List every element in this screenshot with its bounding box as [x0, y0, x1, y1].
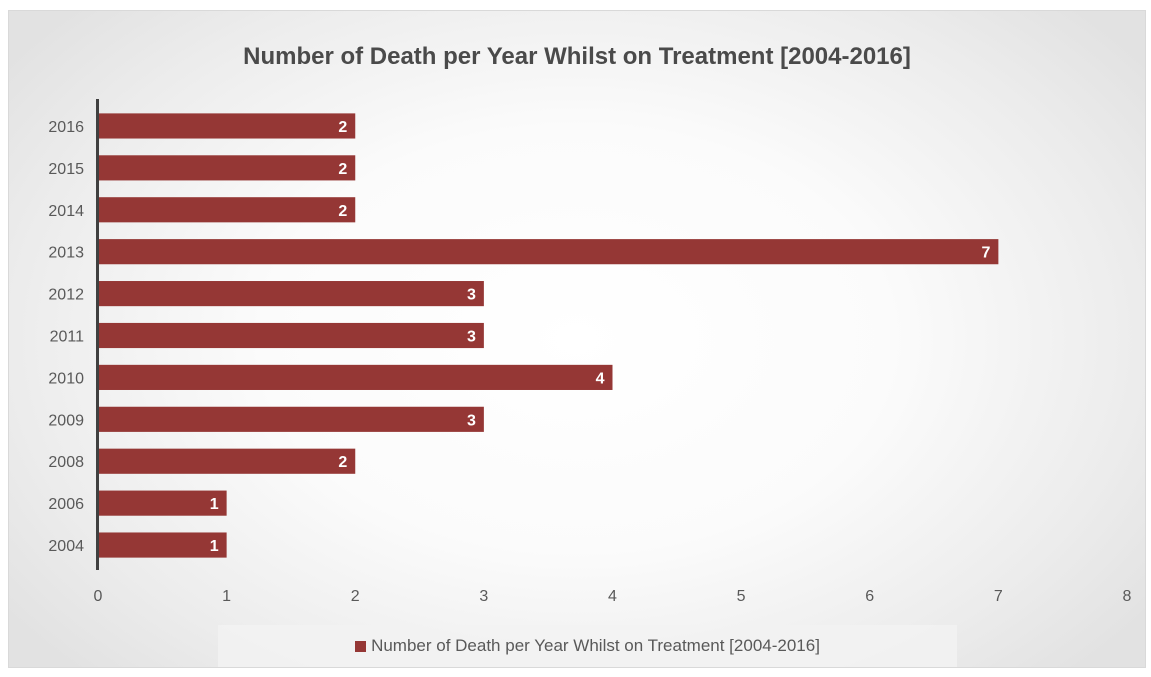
x-tick-label-1: 1 — [222, 588, 231, 605]
x-tick-label-4: 4 — [608, 588, 617, 605]
x-tick-label-7: 7 — [994, 588, 1003, 605]
x-tick-label-2: 2 — [351, 588, 360, 605]
bar-2013 — [98, 239, 999, 265]
data-label-2004: 1 — [210, 538, 219, 555]
data-label-2015: 2 — [338, 161, 347, 178]
bar-2009 — [98, 406, 484, 432]
y-tick-label-2010: 2010 — [48, 370, 84, 387]
data-label-2016: 2 — [338, 119, 347, 136]
bar-2008 — [98, 448, 356, 474]
y-tick-label-2012: 2012 — [48, 287, 84, 304]
data-label-2013: 7 — [981, 245, 990, 262]
x-tick-label-6: 6 — [865, 588, 874, 605]
x-tick-label-3: 3 — [479, 588, 488, 605]
x-tick-label-0: 0 — [94, 588, 103, 605]
bar-2006 — [98, 490, 227, 516]
bar-2014 — [98, 197, 356, 223]
y-tick-label-2009: 2009 — [48, 412, 84, 429]
y-tick-label-2006: 2006 — [48, 496, 84, 513]
y-tick-label-2004: 2004 — [48, 538, 84, 555]
data-label-2006: 1 — [210, 496, 219, 513]
y-tick-label-2013: 2013 — [48, 245, 84, 262]
data-label-2011: 3 — [467, 329, 476, 346]
x-tick-label-8: 8 — [1123, 588, 1132, 605]
y-tick-label-2011: 2011 — [50, 329, 85, 346]
bar-2004 — [98, 532, 227, 558]
y-tick-label-2014: 2014 — [48, 203, 84, 220]
y-tick-label-2008: 2008 — [48, 454, 84, 471]
bar-2010 — [98, 364, 613, 390]
legend-label: Number of Death per Year Whilst on Treat… — [371, 636, 820, 655]
data-label-2010: 4 — [596, 370, 605, 387]
chart-title: Number of Death per Year Whilst on Treat… — [243, 43, 911, 70]
bar-2011 — [98, 322, 484, 349]
bar-2015 — [98, 155, 356, 181]
data-label-2009: 3 — [467, 412, 476, 429]
bar-2012 — [98, 281, 484, 307]
data-label-2014: 2 — [338, 203, 347, 220]
y-tick-label-2016: 2016 — [48, 119, 84, 136]
legend-swatch — [355, 640, 367, 652]
x-tick-label-5: 5 — [737, 588, 746, 605]
chart-area: Number of Death per Year Whilst on Treat… — [8, 10, 1146, 668]
bar-2016 — [98, 113, 356, 139]
data-label-2012: 3 — [467, 287, 476, 304]
data-label-2008: 2 — [338, 454, 347, 471]
y-tick-label-2015: 2015 — [48, 161, 84, 178]
legend: Number of Death per Year Whilst on Treat… — [218, 625, 957, 667]
